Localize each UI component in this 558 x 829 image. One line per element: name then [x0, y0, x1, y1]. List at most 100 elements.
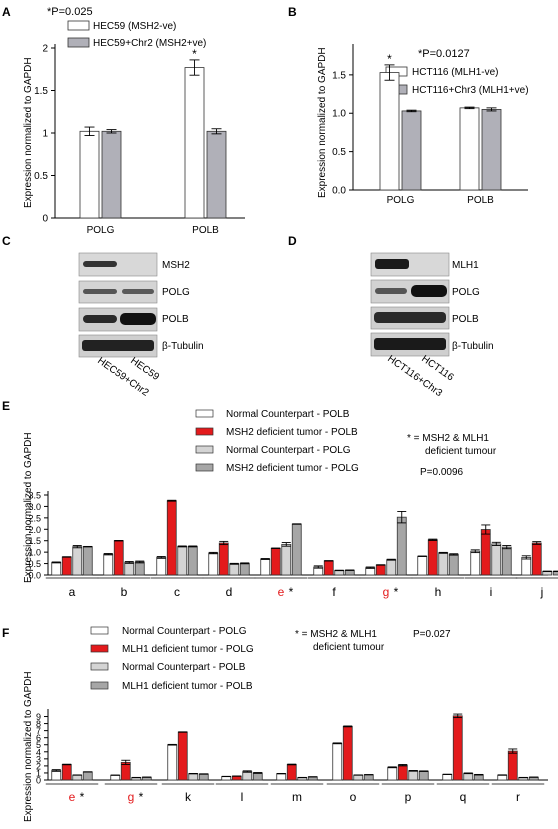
panel-f-bar — [188, 773, 199, 781]
panel-e-bar — [491, 543, 502, 576]
panel-f-bar — [198, 773, 209, 781]
panel-e-note-line1: * = MSH2 & MLH1 — [407, 433, 489, 444]
panel-e-bar — [51, 562, 62, 576]
panel-e-bar — [239, 562, 250, 576]
panel-b-ytick-label: 0.5 — [332, 147, 346, 158]
panel-b-pvalue: *P=0.0127 — [418, 48, 470, 60]
panel-e-category-label: d — [226, 585, 233, 599]
panel-a-ylabel: Expression normalized to GAPDH — [23, 57, 34, 208]
panel-f-bar — [252, 772, 263, 781]
panel-e-bar — [166, 500, 177, 576]
panel-d-band-tubulin — [374, 338, 446, 350]
panel-f-bar — [120, 761, 131, 781]
panel-f-bar — [167, 744, 178, 781]
panel-a-ytick-label: 0.5 — [34, 171, 48, 182]
panel-a-legend-label-0: HEC59 (MSH2-ve) — [93, 21, 176, 32]
panel-e-category-label: g — [383, 585, 390, 599]
panel-e-bar — [334, 570, 345, 576]
panel-e-legend-label-2: Normal Counterpart - POLG — [226, 445, 351, 456]
panel-a-legend-swatch-0 — [67, 20, 90, 31]
panel-b-category-label: POLB — [467, 195, 494, 206]
panel-f-bar — [397, 764, 408, 781]
panel-f-bar — [507, 750, 518, 781]
panel-b-ytick-label: 1.5 — [332, 70, 346, 81]
panel-e-legend-swatch-1 — [195, 427, 214, 436]
panel-d-band-label-3: β-Tubulin — [452, 341, 494, 352]
panel-c-band-label-1: POLG — [162, 287, 190, 298]
panel-f-category-label: m — [292, 790, 302, 804]
panel-c-band-polb-lane1 — [83, 315, 117, 323]
panel-f-bar — [442, 773, 453, 781]
panel-c-band-polb-lane2 — [120, 313, 156, 325]
panel-f-label-star: * — [80, 790, 85, 804]
panel-c-band-msh2-lane1 — [83, 261, 117, 267]
panel-a-ytick-label: 1.5 — [34, 86, 48, 97]
panel-f-bar — [473, 774, 484, 781]
panel-e-ytick-label: 0.0 — [28, 571, 41, 581]
panel-a-category-label: POLG — [87, 225, 115, 236]
panel-b-ytick-label: 0.0 — [332, 186, 346, 197]
panel-f-bar — [82, 771, 93, 781]
panel-d-band-label-0: MLH1 — [452, 260, 479, 271]
panel-e-ytick-label: 2.0 — [28, 525, 41, 535]
panel-e-bar — [218, 542, 229, 576]
panel-f-bar — [72, 774, 83, 781]
panel-d-band-polg-lane1 — [375, 288, 407, 294]
panel-f-bar — [363, 774, 374, 781]
panel-f-bar — [51, 770, 62, 781]
panel-a-ytick-label: 2 — [42, 44, 48, 55]
panel-e-legend-label-3: MSH2 deficient tumor - POLG — [226, 463, 359, 474]
panel-e-bar — [427, 539, 438, 576]
panel-e-category-label: a — [69, 585, 76, 599]
panel-f-bar — [242, 771, 253, 781]
panel-b-bar — [459, 107, 480, 191]
panel-e-bar — [187, 546, 198, 576]
panel-a-pvalue: *P=0.025 — [47, 6, 93, 18]
panel-a-bar — [79, 130, 100, 219]
panel-e-legend-swatch-2 — [195, 445, 214, 454]
panel-e-bar — [375, 564, 386, 576]
panel-c-strip-polg — [78, 280, 158, 304]
panel-c-band-label-3: β-Tubulin — [162, 341, 204, 352]
panel-f-category-label: g — [128, 790, 135, 804]
panel-f-bar — [276, 773, 287, 781]
panel-e-bar — [501, 546, 512, 576]
panel-b-chart: 0.0 0.5 1.0 1.5 POLG POLB * — [332, 44, 528, 206]
panel-e-bar — [480, 529, 491, 576]
panel-f-bar — [177, 731, 188, 781]
panel-f-bar — [452, 715, 463, 781]
panel-f-ylabel: Expression normalized to GAPDH — [23, 671, 34, 822]
panel-f-ytick-label: 6 — [36, 733, 41, 743]
panel-c-band-polg-lane2 — [122, 289, 154, 294]
panel-d-band-polg-lane2 — [411, 285, 447, 297]
panel-a-legend-label-1: HEC59+Chr2 (MSH2+ve) — [93, 38, 206, 49]
panel-e-category-label: b — [121, 585, 128, 599]
panel-f-ytick-label: 0 — [36, 776, 41, 786]
panel-e-bar — [470, 550, 481, 576]
panel-f-ytick-label: 3 — [36, 754, 41, 764]
panel-f-bar — [408, 770, 419, 781]
panel-e-bar — [72, 546, 83, 576]
panel-e-chart: 0.0 0.51.0 1.52.0 2.53.03.5 a b c d e f g h i j * * — [28, 491, 558, 599]
panel-e-letter: E — [2, 399, 10, 413]
panel-f-legend-label-3: MLH1 deficient tumor - POLB — [122, 681, 253, 692]
panel-f-bar — [286, 764, 297, 781]
panel-e-bar — [177, 546, 188, 576]
panel-f-legend-swatch-3 — [90, 681, 109, 690]
panel-f-ytick-label: 1 — [36, 768, 41, 778]
panel-d-band-label-1: POLG — [452, 287, 480, 298]
panel-f-note-line2: deficient tumour — [313, 642, 385, 653]
panel-f-ytick-label: 8 — [36, 719, 41, 729]
panel-e-category-label: f — [332, 585, 336, 599]
panel-f-bar — [61, 764, 72, 781]
panel-e-bar — [270, 547, 281, 576]
panel-b-letter: B — [288, 5, 297, 19]
panel-e-category-label: i — [490, 585, 493, 599]
panel-b-legend-label-0: HCT116 (MLH1-ve) — [412, 67, 499, 78]
panel-a-legend-swatch-1 — [67, 37, 90, 48]
panel-b-category-label: POLG — [387, 195, 415, 206]
panel-d-strip-mlh1 — [370, 252, 450, 277]
panel-a-ytick-label: 0 — [42, 214, 48, 225]
panel-e-bar — [103, 553, 114, 576]
